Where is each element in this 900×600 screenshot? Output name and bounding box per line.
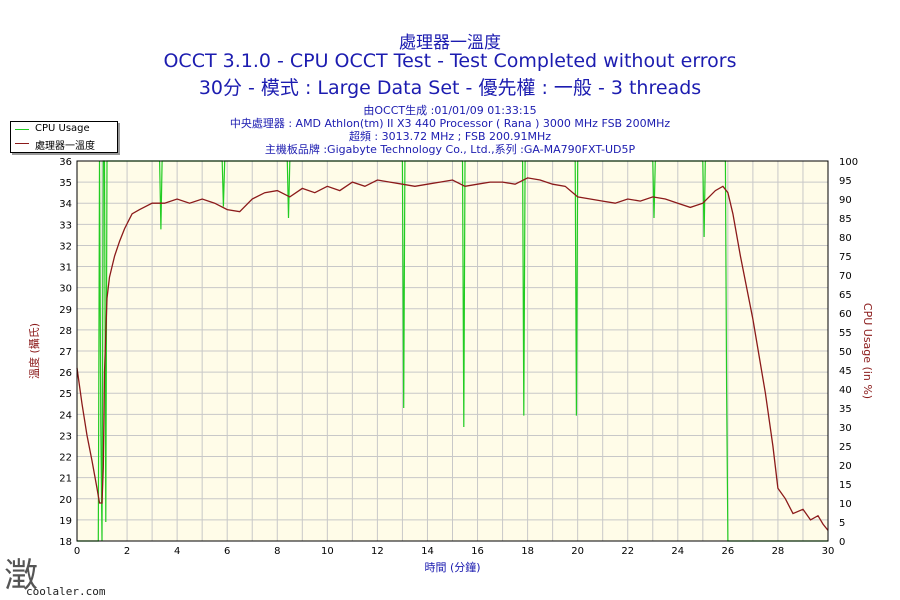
plot-border (76, 160, 829, 542)
x-tick-label: 28 (772, 546, 785, 557)
x-tick-label: 2 (124, 546, 130, 557)
y-left-tick-label: 20 (59, 495, 72, 506)
y-left-tick-label: 33 (59, 220, 72, 231)
y-left-tick-label: 25 (59, 389, 72, 400)
x-axis-label: 時間 (分鐘) (424, 560, 480, 574)
y-right-tick-label: 85 (839, 214, 852, 225)
x-tick-label: 12 (371, 546, 384, 557)
y-right-tick-label: 95 (839, 176, 852, 187)
x-tick-label: 6 (224, 546, 230, 557)
info-cpu: 中央處理器 : AMD Athlon(tm) II X3 440 Process… (229, 117, 671, 130)
y-axis-right-ticks: 0 5 10 15 20 25 30 35 40 45 50 55 60 65 70 75 80 85 90 95 10… (839, 157, 858, 548)
y-axis-left-ticks: 18 19 20 21 22 23 24 25 26 27 28 29 30 31 32 33 34 35 36 (59, 157, 72, 548)
y-left-tick-label: 27 (59, 347, 72, 358)
y-right-tick-label: 100 (839, 157, 858, 168)
info-overclock: 超頻 : 3013.72 MHz ; FSB 200.91MHz (348, 130, 552, 143)
y-left-tick-label: 24 (59, 410, 72, 421)
x-tick-label: 10 (321, 546, 334, 557)
chart-title: 處理器一溫度 (399, 33, 501, 53)
y-left-tick-label: 32 (59, 241, 72, 252)
y-right-tick-label: 15 (839, 480, 852, 491)
y-right-tick-label: 35 (839, 404, 852, 415)
y-left-tick-label: 21 (59, 474, 72, 485)
info-generated: 由OCCT生成 :01/01/09 01:33:15 (363, 104, 537, 117)
legend-swatch-cpu (15, 129, 29, 130)
x-tick-label: 30 (822, 546, 835, 557)
chart-subtitle-1: OCCT 3.1.0 - CPU OCCT Test - Test Comple… (163, 50, 737, 72)
y-left-tick-label: 34 (59, 199, 72, 210)
x-tick-label: 14 (421, 546, 434, 557)
y-axis-left-label: 溫度 (攝氏) (27, 323, 41, 379)
y-right-tick-label: 20 (839, 461, 852, 472)
y-left-tick-label: 30 (59, 284, 72, 295)
x-tick-label: 4 (174, 546, 180, 557)
y-left-tick-label: 18 (59, 537, 72, 548)
y-left-tick-label: 29 (59, 305, 72, 316)
x-tick-label: 26 (721, 546, 734, 557)
y-right-tick-label: 75 (839, 252, 852, 263)
x-tick-label: 16 (471, 546, 484, 557)
watermark-logo-icon: 澂 (4, 556, 38, 596)
y-right-tick-label: 55 (839, 328, 852, 339)
y-left-tick-label: 35 (59, 178, 72, 189)
y-left-tick-label: 31 (59, 263, 72, 274)
x-tick-label: 18 (521, 546, 534, 557)
x-tick-label: 20 (571, 546, 584, 557)
y-right-tick-label: 5 (839, 518, 845, 529)
chart-subtitle-2: 30分 - 模式 : Large Data Set - 優先權 : 一般 - 3… (198, 77, 702, 99)
series-line-temperature (76, 177, 829, 531)
x-tick-label: 22 (621, 546, 634, 557)
y-left-tick-label: 22 (59, 453, 72, 464)
y-left-tick-label: 26 (59, 368, 72, 379)
x-axis-ticks: 0 2 4 6 8 10 12 14 16 18 20 22 24 26 28 30 (74, 546, 835, 557)
y-left-tick-label: 36 (59, 157, 72, 168)
legend-label-cpu: CPU Usage (35, 123, 90, 134)
y-right-tick-label: 50 (839, 347, 852, 358)
y-right-tick-label: 10 (839, 499, 852, 510)
x-tick-label: 8 (274, 546, 280, 557)
y-axis-right-label: CPU Usage (in %) (861, 303, 874, 399)
y-right-tick-label: 80 (839, 233, 852, 244)
y-right-tick-label: 30 (839, 423, 852, 434)
y-right-tick-label: 70 (839, 271, 852, 282)
y-right-tick-label: 60 (839, 309, 852, 320)
legend-swatch-temp (15, 143, 29, 144)
y-left-tick-label: 28 (59, 326, 72, 337)
y-left-tick-label: 19 (59, 516, 72, 527)
y-right-tick-label: 0 (839, 537, 845, 548)
watermark-text: coolaler.com (26, 585, 106, 598)
y-right-tick-label: 90 (839, 195, 852, 206)
y-right-tick-label: 65 (839, 290, 852, 301)
y-right-tick-label: 45 (839, 366, 852, 377)
legend-label-temp: 處理器一溫度 (35, 141, 95, 152)
x-tick-label: 24 (671, 546, 684, 557)
y-right-tick-label: 40 (839, 385, 852, 396)
y-right-tick-label: 25 (839, 442, 852, 453)
legend: CPU Usage 處理器一溫度 (10, 121, 118, 153)
y-left-tick-label: 23 (59, 431, 72, 442)
x-tick-label: 0 (74, 546, 80, 557)
info-motherboard: 主機板品牌 :Gigabyte Technology Co., Ltd.,系列 … (264, 143, 636, 156)
